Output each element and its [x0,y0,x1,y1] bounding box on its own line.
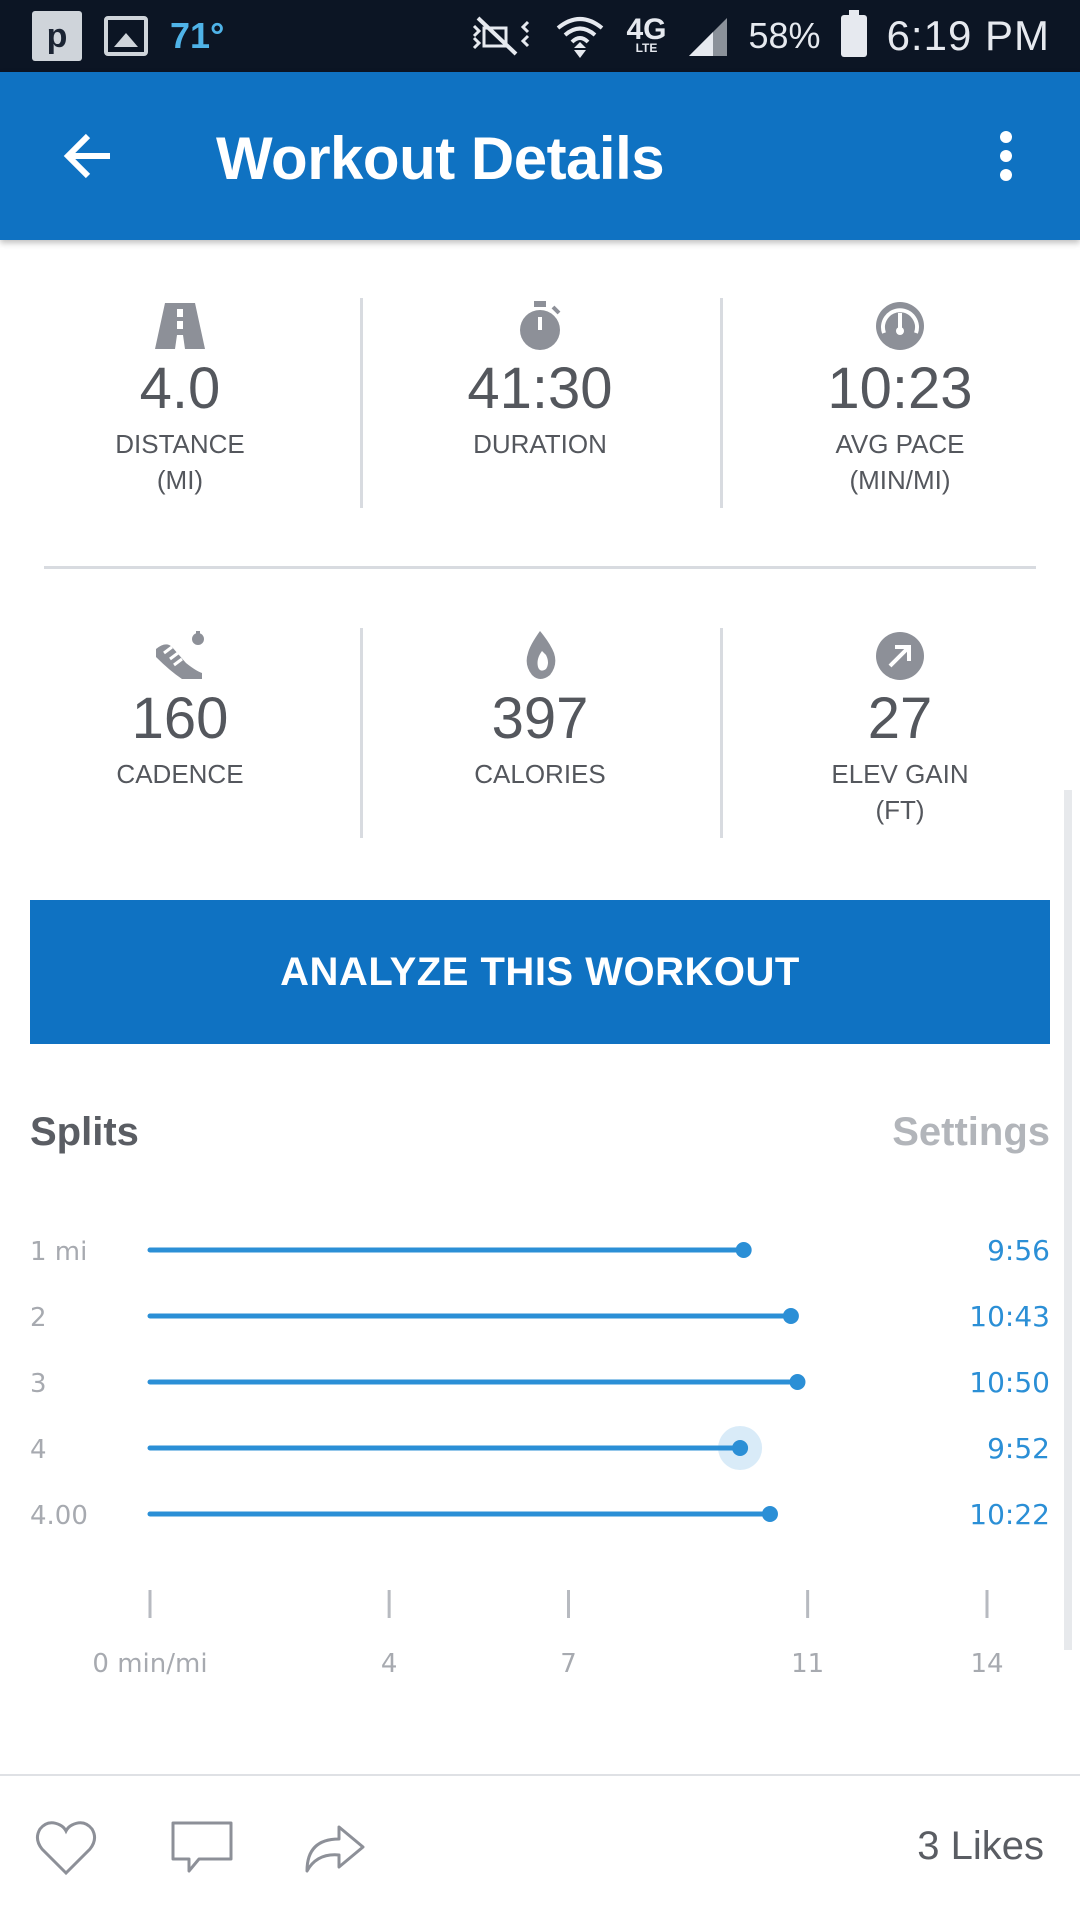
status-temperature: 71° [170,15,225,56]
stat-value: 4.0 [139,356,221,421]
split-pace-label: 9:52 [987,1432,1050,1465]
scrollbar[interactable] [1064,790,1072,1650]
stats-row-secondary: 160 CADENCE 397 CALORIES 27 ELEV GAIN (F… [0,628,1080,840]
signal-icon [687,12,729,60]
split-end-dot [732,1440,749,1456]
stat-label: DURATION [473,429,607,459]
stat-value: 27 [867,686,933,751]
shoe-icon [152,628,208,684]
mute-icon [472,12,534,60]
page-title: Workout Details [216,125,665,192]
arrow-left-icon [63,133,110,179]
status-bar: p 71° 4G LTE [0,0,1080,72]
x-axis-tick-label: 7 [560,1649,577,1679]
status-time: 6:19 PM [886,12,1050,59]
heart-icon [35,1821,97,1876]
overflow-menu-button[interactable] [976,116,1036,196]
stat-label: ELEV GAIN (FT) [831,759,969,825]
more-vertical-icon [1000,131,1012,181]
x-axis-tick-label: 0 min/mi [92,1649,207,1679]
stat-avg-pace: 10:23 AVG PACE (MIN/MI) [720,298,1080,510]
like-button[interactable] [28,1810,104,1886]
split-label: 4.00 [30,1501,88,1531]
split-label: 3 [30,1369,47,1399]
x-axis-tick-label: 4 [381,1649,398,1679]
stat-elevation-gain: 27 ELEV GAIN (FT) [720,628,1080,840]
x-axis-tick-label: 14 [970,1649,1003,1679]
split-pace-label: 10:50 [969,1366,1050,1399]
likes-count[interactable]: 3 Likes [917,1824,1044,1868]
stopwatch-icon [515,298,565,354]
stat-cadence: 160 CADENCE [0,628,360,840]
stat-label: DISTANCE (MI) [115,429,245,495]
stat-label: CADENCE [116,759,244,789]
split-label: 4 [30,1435,47,1465]
splits-title: Splits [30,1110,139,1154]
stat-value: 160 [131,686,229,751]
wifi-icon [554,12,606,60]
pandora-icon: p [32,11,82,61]
stats-divider [44,566,1036,569]
split-end-dot [735,1242,752,1258]
network-label: 4G [626,13,667,46]
stat-label: AVG PACE (MIN/MI) [835,429,965,495]
split-pace-label: 10:43 [969,1300,1050,1333]
battery-icon [840,10,867,57]
splits-chart: 1 mi 9:56 2 10:43 3 10:50 4 9:52 4.00 10:22 0 min/… [30,1234,1050,1679]
app-bar: Workout Details [0,72,1080,240]
stat-distance: 4.0 DISTANCE (MI) [0,298,360,510]
split-end-dot [782,1308,799,1324]
stats-row-primary: 4.0 DISTANCE (MI) 41:30 DURATION 10:23 A… [0,298,1080,510]
split-pace-label: 9:56 [987,1234,1050,1267]
network-sub-label: LTE [635,41,658,55]
network-indicator: 4G LTE [626,12,666,60]
flame-icon [520,628,560,684]
stat-calories: 397 CALORIES [360,628,720,840]
splits-settings-link[interactable]: Settings [892,1110,1050,1154]
stat-value: 10:23 [827,356,973,421]
comment-button[interactable] [164,1810,240,1886]
share-arrow-icon [305,1825,365,1873]
battery-percent: 58% [748,15,821,56]
arrow-up-right-icon [875,628,925,684]
stat-value: 41:30 [467,356,613,421]
share-button[interactable] [296,1810,372,1886]
split-end-dot [761,1506,778,1522]
x-axis-tick-label: 11 [791,1649,824,1679]
split-label: 2 [30,1303,47,1333]
split-label: 1 mi [30,1237,87,1267]
speedometer-icon [875,298,925,354]
analyze-workout-button[interactable]: ANALYZE THIS WORKOUT [30,900,1050,1044]
gallery-icon [104,16,148,56]
stat-label: CALORIES [474,759,606,789]
stat-value: 397 [491,686,589,751]
road-icon [155,298,205,354]
comment-icon [171,1821,233,1873]
back-button[interactable] [48,116,128,196]
split-pace-label: 10:22 [969,1498,1050,1531]
bottom-action-bar: 3 Likes [0,1774,1080,1920]
split-end-dot [789,1374,806,1390]
stat-duration: 41:30 DURATION [360,298,720,510]
